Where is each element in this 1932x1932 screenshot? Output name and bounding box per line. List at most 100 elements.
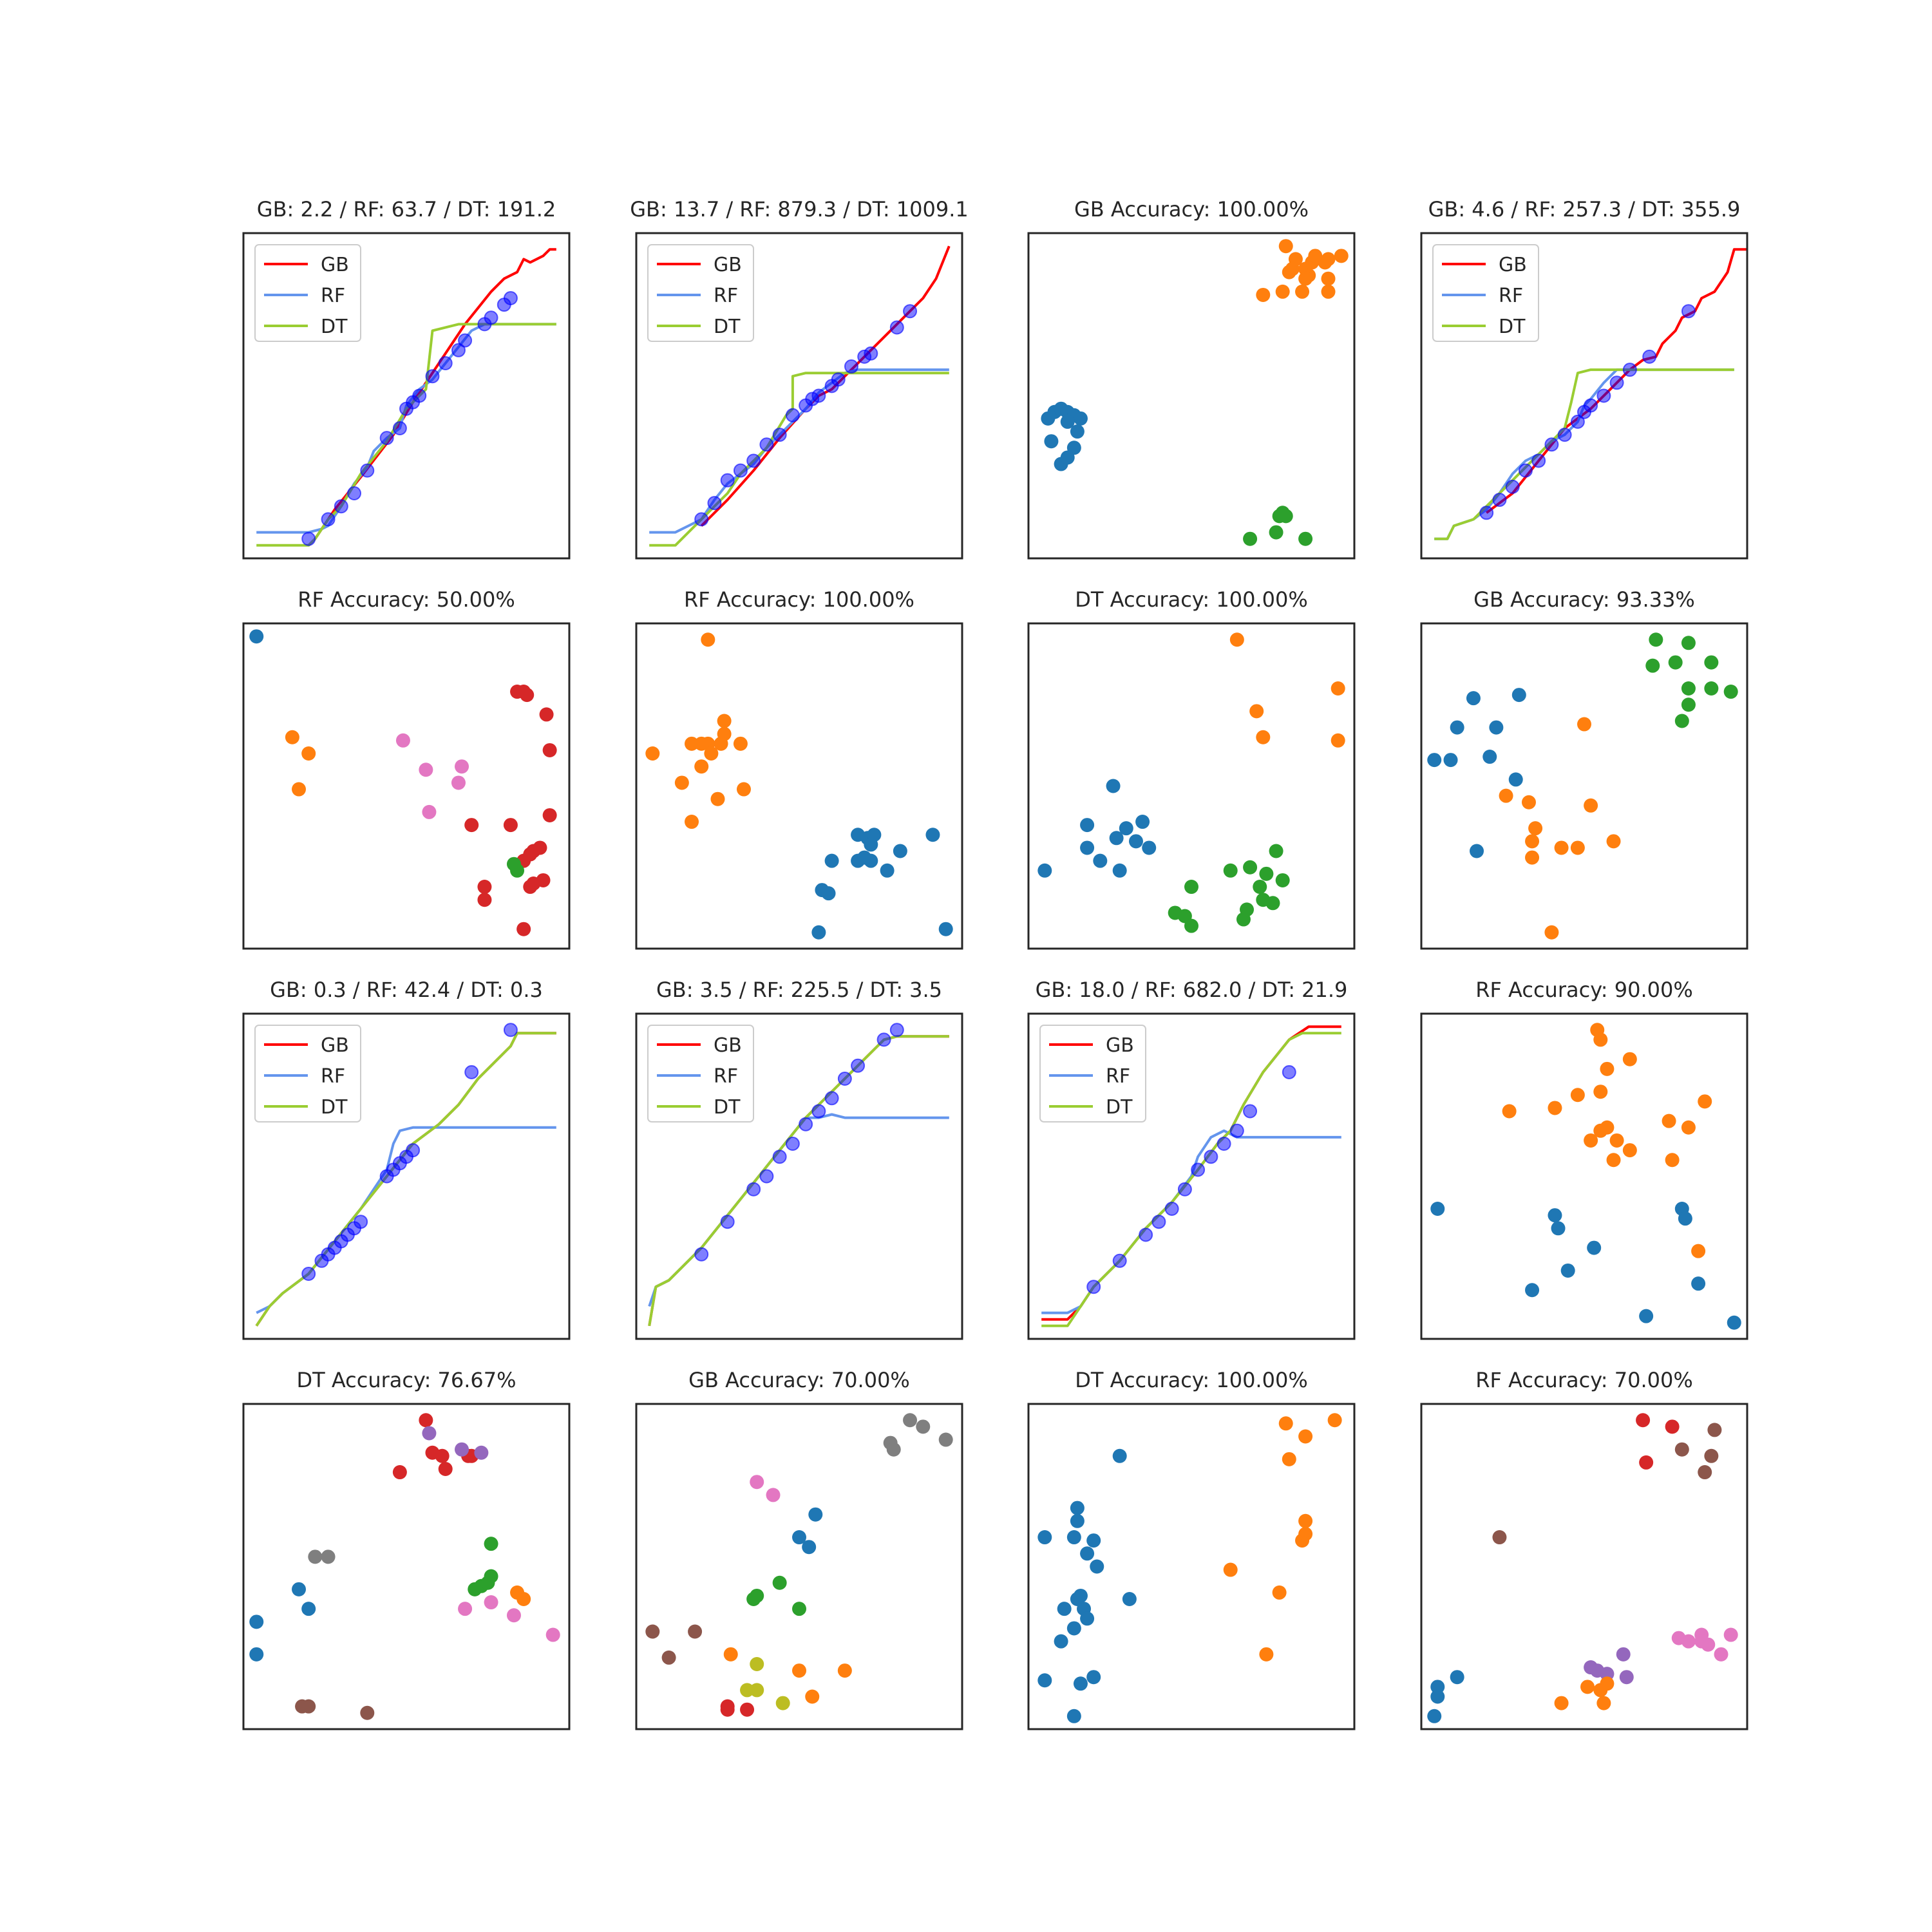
scatter-point: [1278, 509, 1293, 524]
scatter-point: [1060, 450, 1075, 465]
scatter-point: [249, 1647, 264, 1662]
scatter-point: [1249, 704, 1264, 719]
data-point: [321, 512, 336, 527]
axes-frame: [242, 1012, 571, 1340]
legend-box: [647, 1025, 754, 1122]
scatter-point: [1723, 685, 1738, 699]
scatter-point: [477, 880, 492, 895]
axes-frame: [242, 1403, 571, 1730]
scatter-point: [1639, 1309, 1654, 1323]
data-point: [1622, 363, 1637, 377]
data-point: [1191, 1162, 1206, 1177]
legend-label-dt: DT: [1106, 1096, 1133, 1119]
axes-frame: [242, 232, 571, 560]
legend-label-dt: DT: [714, 316, 741, 338]
scatter-point: [1619, 1670, 1634, 1685]
scatter-point: [1600, 1061, 1615, 1076]
scatter-point: [516, 922, 531, 936]
scatter-point: [1253, 880, 1267, 895]
scatter-point: [1331, 681, 1345, 696]
scatter-point: [249, 1615, 264, 1629]
scatter-point: [1606, 834, 1621, 849]
legend: GB RF DT: [1432, 244, 1539, 342]
scatter-point: [526, 876, 541, 891]
scatter-point: [805, 1689, 820, 1704]
subplot-title: GB Accuracy: 100.00%: [1074, 197, 1309, 222]
scatter-point: [1723, 1627, 1738, 1642]
scatter-point: [1122, 1592, 1137, 1606]
scatter-point: [1450, 720, 1464, 735]
scatter-point: [736, 782, 751, 797]
scatter-point: [1499, 788, 1513, 803]
data-point: [772, 1150, 787, 1164]
scatter-point: [1577, 717, 1591, 732]
legend-box: [1039, 1025, 1146, 1122]
data-point: [889, 1023, 904, 1037]
axes-frame: [1027, 1403, 1356, 1730]
plot-area: [648, 1023, 949, 1327]
legend-label-gb: GB: [321, 1034, 349, 1057]
scatter-point: [792, 1663, 806, 1678]
data-point: [1681, 304, 1696, 319]
scatter-point: [292, 1582, 307, 1596]
scatter-point: [1616, 1647, 1631, 1662]
scatter-point: [1600, 1120, 1615, 1135]
data-point: [1479, 506, 1494, 520]
data-point: [1243, 1104, 1258, 1119]
scatter-point: [480, 1575, 495, 1590]
scatter-point: [1681, 1634, 1696, 1649]
subplot-14: GB Accuracy: 70.00%: [635, 1368, 963, 1730]
scatter-point: [775, 1696, 790, 1710]
axes-frame: [1027, 1012, 1356, 1340]
scatter-point: [1295, 284, 1310, 299]
data-point: [412, 388, 427, 403]
axes-frame: [635, 1403, 963, 1730]
scatter-point: [1466, 691, 1481, 706]
legend-label-dt: DT: [1499, 316, 1526, 338]
plot-area: [649, 245, 951, 547]
axes-frame: [1420, 1403, 1748, 1730]
scatter-point: [1600, 1676, 1615, 1691]
scatter-point: [792, 1602, 806, 1616]
scatter-point: [1570, 840, 1585, 855]
scatter-point: [733, 736, 748, 751]
scatter-point: [1584, 1133, 1598, 1148]
subplot-title: GB: 4.6 / RF: 257.3 / DT: 355.9: [1428, 197, 1741, 222]
data-point: [458, 333, 473, 348]
scatter-point: [1701, 1637, 1716, 1652]
scatter-point: [395, 733, 410, 748]
scatter-point: [1681, 1120, 1696, 1135]
scatter-point: [837, 1663, 852, 1678]
scatter-point: [422, 1426, 437, 1441]
scatter-point: [1223, 863, 1238, 878]
subplot-10: GB: 3.5 / RF: 225.5 / DT: 3.5 GB RF DT: [635, 978, 963, 1340]
data-point: [889, 320, 904, 335]
subplot-title: GB: 18.0 / RF: 682.0 / DT: 21.9: [1036, 978, 1348, 1002]
scatter-point: [1112, 863, 1127, 878]
scatter-point: [1243, 860, 1258, 875]
axes-frame: [1420, 622, 1748, 950]
scatter-point: [464, 818, 479, 833]
subplot-title: GB: 2.2 / RF: 63.7 / DT: 191.2: [257, 197, 556, 222]
scatter-point: [802, 1540, 817, 1555]
legend-label-rf: RF: [714, 1065, 738, 1088]
scatter-point: [1054, 1634, 1068, 1649]
scatter-point: [925, 828, 940, 842]
plot-area: [255, 1023, 556, 1327]
scatter-point: [674, 775, 689, 790]
data-point: [1217, 1137, 1231, 1151]
subplot-7: DT Accuracy: 100.00%: [1027, 587, 1356, 950]
scatter-point: [1080, 1611, 1095, 1626]
scatter-point: [766, 1488, 781, 1502]
subplot-title: RF Accuracy: 70.00%: [1475, 1368, 1693, 1392]
scatter-point: [539, 707, 554, 722]
data-point: [1557, 428, 1572, 442]
legend: GB RF DT: [647, 1025, 754, 1122]
plot-area: [1037, 1413, 1342, 1723]
subplot-title: DT Accuracy: 100.00%: [1075, 587, 1307, 612]
scatter-point: [1275, 284, 1290, 299]
scatter-point: [1681, 697, 1696, 712]
axes-frame: [1027, 232, 1356, 560]
series-line-dt: [1434, 368, 1734, 540]
data-point: [746, 1182, 761, 1197]
